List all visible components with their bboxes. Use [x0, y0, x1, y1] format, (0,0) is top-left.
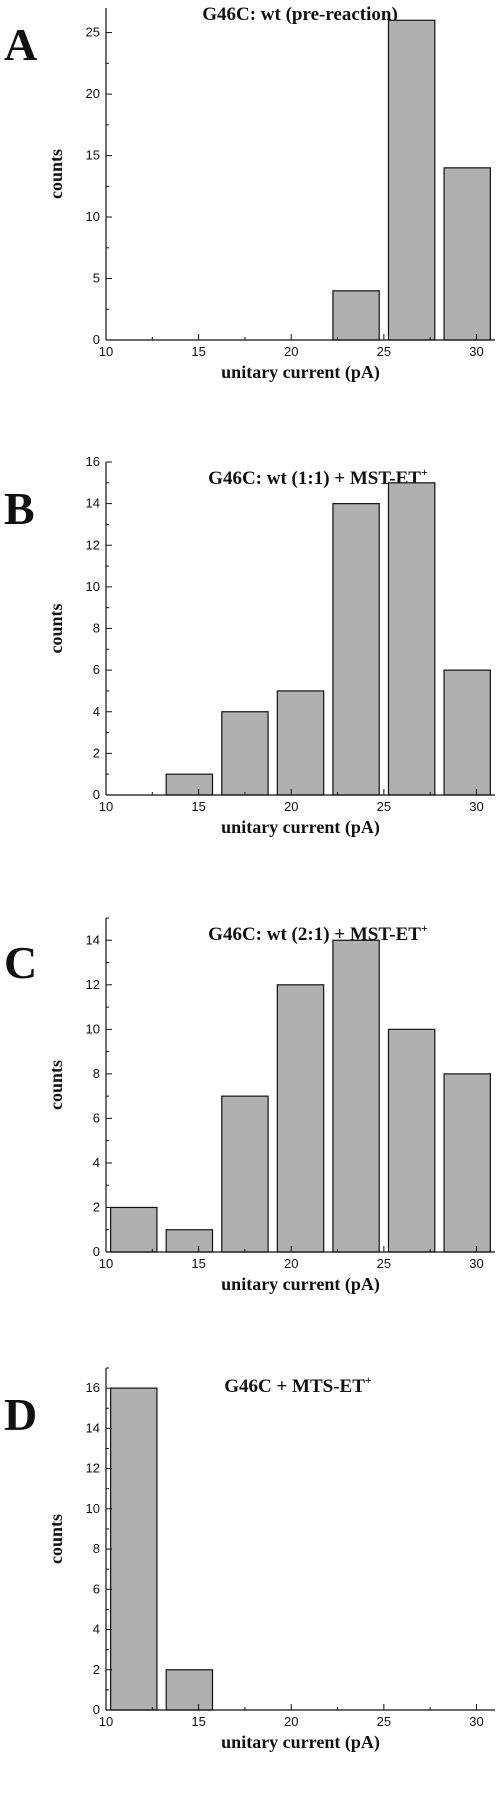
bar-4: [387, 482, 436, 796]
y-tick-label: 2: [93, 745, 100, 760]
bar-2: [221, 1095, 269, 1253]
y-tick-label: 2: [93, 1662, 100, 1677]
x-tick-label: 30: [469, 1256, 483, 1271]
chart-title-text: G46C: wt (1:1) + MST-ET: [208, 468, 421, 489]
x-axis-title: unitary current (pA): [221, 817, 380, 838]
y-tick-label: 15: [86, 148, 100, 163]
y-tick-label: 2: [93, 1199, 100, 1214]
x-tick-label: 20: [284, 799, 298, 814]
y-tick-label: 14: [86, 1420, 100, 1435]
bar-4: [332, 939, 380, 1253]
chart-title-text: G46C + MTS-ET: [224, 1376, 365, 1397]
x-tick-label: 25: [377, 1714, 391, 1729]
y-tick-label: 10: [86, 1501, 100, 1516]
x-tick-label: 30: [469, 799, 483, 814]
x-tick-label: 25: [377, 799, 391, 814]
x-tick-label: 25: [377, 344, 391, 359]
bar-3: [276, 984, 325, 1253]
x-tick-label: 15: [191, 1256, 205, 1271]
chart-title-text: G46C: wt (pre-reaction): [202, 4, 398, 25]
y-tick-label: 0: [93, 1244, 100, 1259]
chart-title: G46C + MTS-ET+: [224, 1373, 372, 1397]
x-axis-title: unitary current (pA): [221, 1732, 380, 1753]
y-tick-label: 0: [93, 332, 100, 347]
x-tick-label: 20: [284, 1714, 298, 1729]
bar-2: [443, 167, 491, 341]
bar-5: [387, 1028, 436, 1253]
y-tick-label: 14: [86, 496, 100, 511]
y-tick-label: 14: [86, 932, 100, 947]
x-tick-label: 15: [191, 1714, 205, 1729]
x-axis-title: unitary current (pA): [221, 362, 380, 383]
y-tick-label: 4: [93, 704, 100, 719]
chart-title-superscript: +: [421, 465, 428, 479]
y-tick-label: 5: [93, 271, 100, 286]
chart-title: G46C: wt (2:1) + MST-ET+: [208, 921, 428, 945]
x-tick-label: 10: [99, 1714, 113, 1729]
chart-title-text: G46C: wt (2:1) + MST-ET: [208, 924, 421, 945]
bar-0: [165, 773, 214, 796]
chart-title-superscript: +: [421, 921, 428, 935]
bar-0: [110, 1387, 158, 1711]
y-tick-label: 6: [93, 1110, 100, 1125]
chart-title-superscript: +: [365, 1373, 372, 1387]
x-tick-label: 20: [284, 1256, 298, 1271]
x-tick-label: 30: [469, 1714, 483, 1729]
bar-1: [165, 1669, 214, 1711]
bar-3: [332, 503, 380, 796]
y-tick-label: 10: [86, 209, 100, 224]
x-tick-label: 20: [284, 344, 298, 359]
x-tick-label: 15: [191, 799, 205, 814]
chart-title: G46C: wt (1:1) + MST-ET+: [208, 465, 428, 489]
x-tick-label: 10: [99, 799, 113, 814]
y-tick-label: 6: [93, 1581, 100, 1596]
panel-letter: C: [4, 937, 37, 988]
bar-5: [443, 669, 491, 796]
bar-1: [165, 1229, 214, 1253]
panel-letter: A: [4, 19, 37, 70]
panel-letter: D: [4, 1389, 37, 1440]
y-tick-label: 16: [86, 1380, 100, 1395]
chart-title: G46C: wt (pre-reaction): [202, 4, 398, 25]
x-tick-label: 30: [469, 344, 483, 359]
y-tick-label: 10: [86, 1021, 100, 1036]
panel-a: A G46C: wt (pre-reaction) 0 5 10 15 20 25 10 15 20…: [4, 4, 495, 383]
y-tick-label: 8: [93, 621, 100, 636]
y-tick-label: 12: [86, 1461, 100, 1476]
bar-0: [332, 290, 380, 341]
x-axis-title: unitary current (pA): [221, 1274, 380, 1295]
y-tick-label: 12: [86, 537, 100, 552]
y-tick-label: 25: [86, 25, 100, 40]
y-tick-label: 10: [86, 579, 100, 594]
x-tick-label: 10: [99, 1256, 113, 1271]
y-axis-title: counts: [46, 149, 66, 199]
y-tick-label: 16: [86, 454, 100, 469]
y-tick-label: 4: [93, 1155, 100, 1170]
y-axis-title: counts: [46, 1514, 66, 1564]
y-tick-label: 8: [93, 1066, 100, 1081]
x-tick-label: 25: [377, 1256, 391, 1271]
y-tick-label: 6: [93, 662, 100, 677]
bar-2: [276, 690, 325, 796]
x-tick-label: 10: [99, 344, 113, 359]
panel-letter: B: [4, 483, 35, 534]
y-axis-title: counts: [46, 1060, 66, 1110]
y-tick-label: 12: [86, 977, 100, 992]
bar-1: [387, 19, 436, 341]
y-tick-label: 0: [93, 787, 100, 802]
bar-0: [110, 1206, 158, 1253]
bar-6: [443, 1073, 491, 1253]
y-tick-label: 8: [93, 1541, 100, 1556]
y-axis-title: counts: [46, 603, 66, 653]
bar-1: [221, 711, 269, 796]
y-tick-label: 0: [93, 1702, 100, 1717]
y-tick-label: 4: [93, 1622, 100, 1637]
y-tick-label: 20: [86, 86, 100, 101]
x-tick-label: 15: [191, 344, 205, 359]
